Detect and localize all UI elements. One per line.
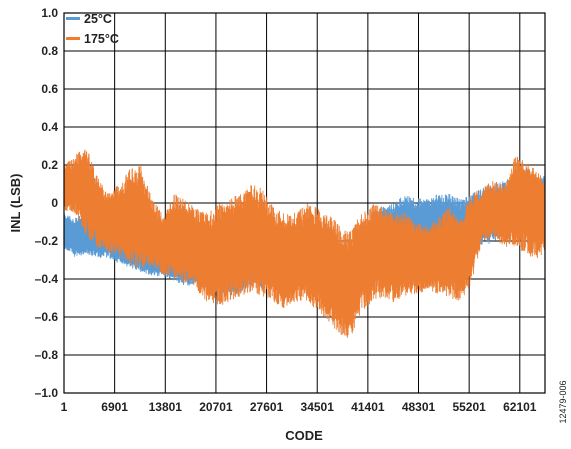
y-tick-label: 0.8 [41,44,58,58]
y-axis-ticks: –1.0 –0.8 –0.6 –0.4 –0.2 0 0.2 0.4 0.6 0.8 1.0 [35,6,59,400]
x-tick-label: 48301 [402,400,436,414]
x-tick-label: 55201 [452,400,486,414]
y-tick-label: –1.0 [35,386,59,400]
y-axis-label: INL (LSB) [8,174,23,233]
y-tick-label: 0.6 [41,82,58,96]
x-tick-label: 1 [61,400,68,414]
series-layer [64,149,545,338]
legend-label-25c: 25°C [84,12,112,26]
legend-swatch-175c [66,37,80,40]
x-tick-label: 13801 [149,400,183,414]
y-tick-label: 0.2 [41,158,58,172]
figure-id: 12479-006 [558,380,568,423]
y-tick-label: 1.0 [41,6,58,20]
y-tick-label: –0.2 [35,234,59,248]
y-tick-label: –0.8 [35,348,59,362]
x-tick-label: 6901 [101,400,128,414]
x-axis-ticks: 1 6901 13801 20701 27601 34501 41401 48301 55201… [61,400,537,414]
legend: 25°C 175°C [66,12,119,46]
legend-label-175c: 175°C [84,32,119,46]
series-175c [64,149,545,338]
y-tick-label: –0.4 [35,272,59,286]
legend-swatch-25c [66,17,80,20]
y-tick-label: 0 [51,196,58,210]
x-tick-label: 62101 [503,400,537,414]
x-axis-label: CODE [285,428,323,443]
y-tick-label: –0.6 [35,310,59,324]
y-tick-label: 0.4 [41,120,58,134]
x-tick-label: 34501 [301,400,335,414]
x-tick-label: 41401 [351,400,385,414]
x-tick-label: 27601 [250,400,284,414]
plot-frame [63,12,546,394]
x-tick-label: 20701 [199,400,233,414]
